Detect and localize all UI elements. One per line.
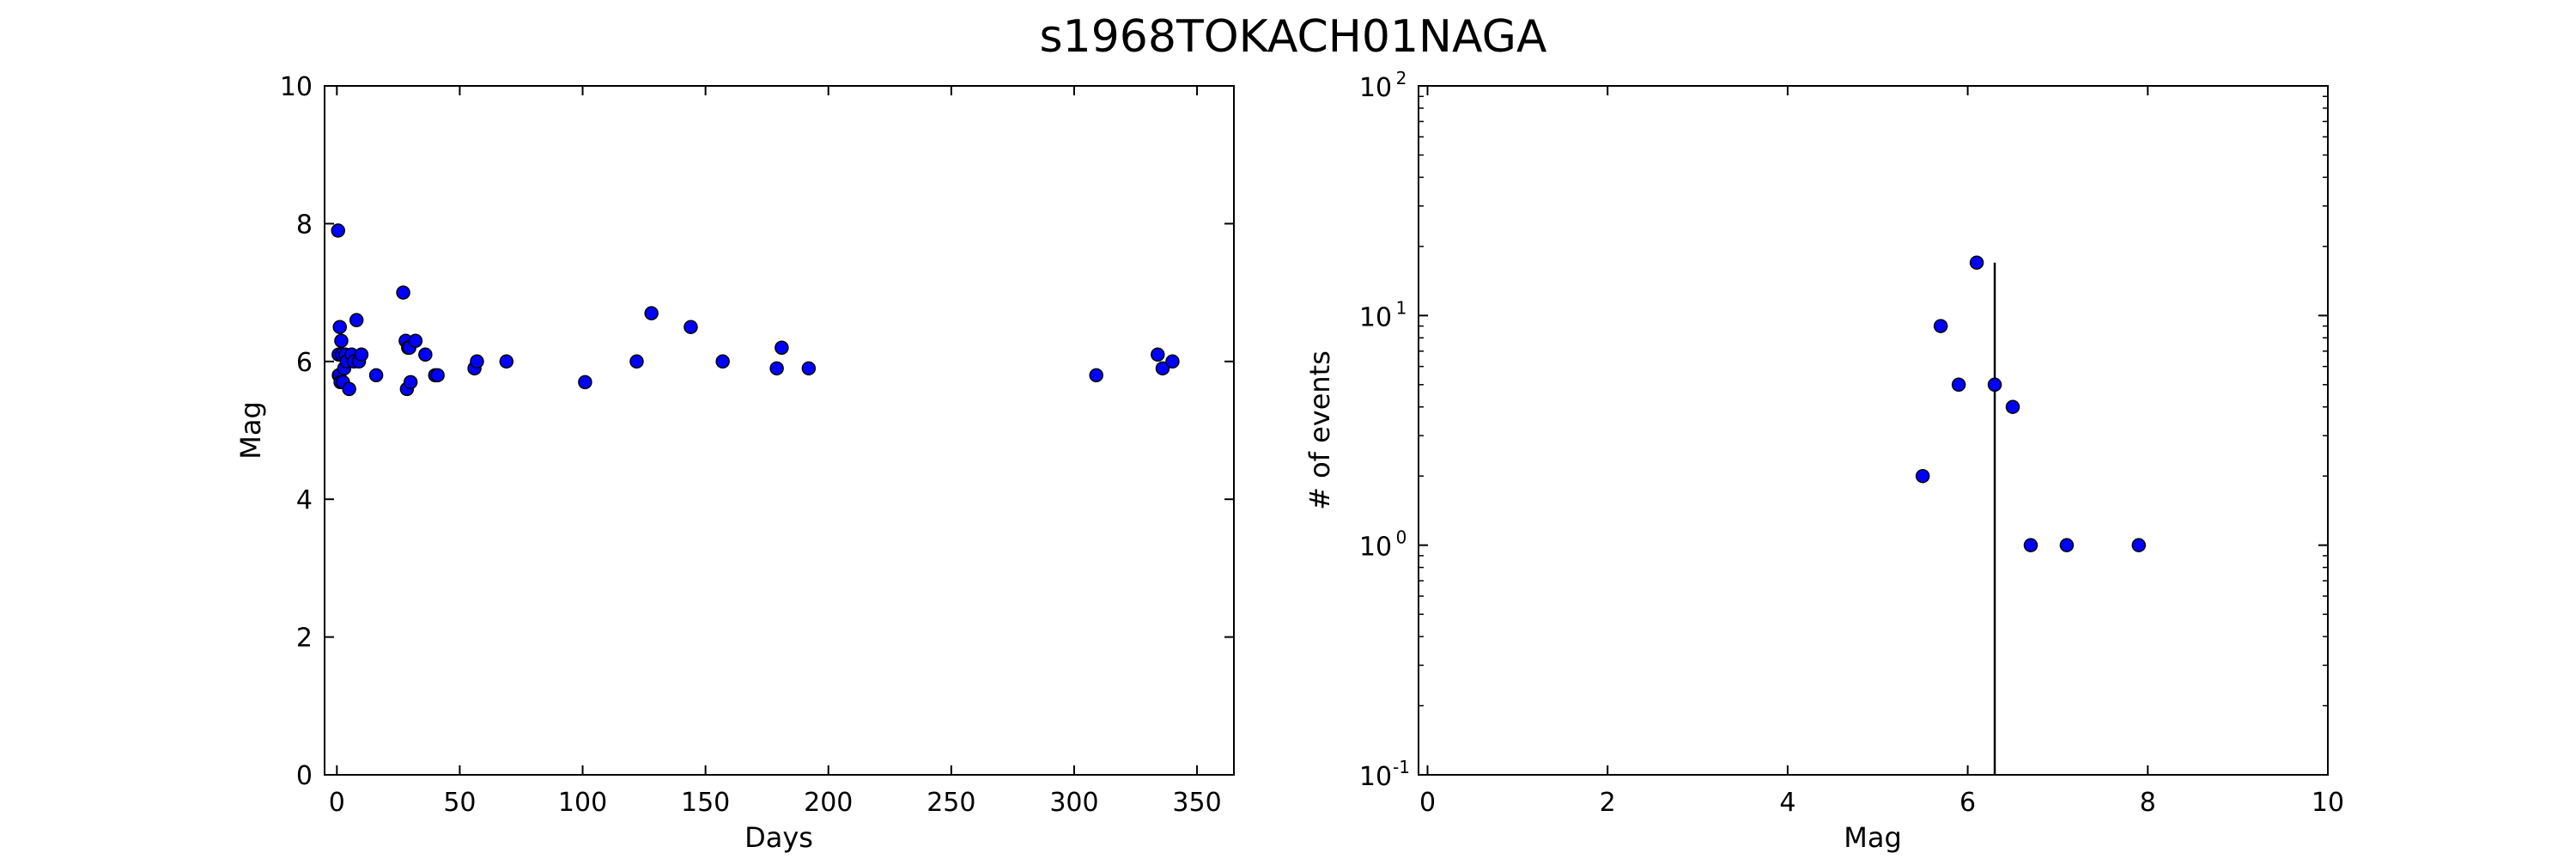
right-y-tick-label: 10 — [1359, 302, 1392, 332]
left-plot: 0 50 100 150 200 250 300 350 0 2 4 6 8 10 Days Mag — [234, 72, 1235, 854]
left-data-point — [408, 333, 423, 348]
left-data-point — [396, 285, 410, 300]
left-data-point — [1089, 368, 1103, 383]
right-data-point — [1987, 377, 2002, 393]
left-y-tick-label: 2 — [296, 624, 313, 654]
left-data-point — [1165, 354, 1180, 369]
right-x-axis-label: Mag — [1844, 821, 1902, 854]
left-x-tick-label: 50 — [443, 788, 476, 818]
right-points — [1915, 255, 2147, 552]
right-data-point — [2131, 538, 2147, 552]
right-y-tick-exponent: 0 — [1396, 527, 1407, 548]
left-data-point — [368, 368, 384, 383]
left-x-tick-label: 350 — [1172, 788, 1221, 818]
right-x-tick-label: 6 — [1959, 788, 1976, 818]
left-data-point — [430, 368, 445, 383]
left-y-tick-label: 4 — [296, 485, 313, 515]
right-data-point — [1933, 319, 1948, 333]
right-data-point — [1915, 468, 1930, 484]
right-y-tick-exponent: -1 — [1393, 757, 1410, 777]
left-x-ticks: 0 50 100 150 200 250 300 350 — [329, 86, 1222, 818]
right-plot-frame — [1418, 85, 2329, 776]
left-data-point — [470, 354, 484, 369]
left-y-axis-label: Mag — [234, 401, 267, 460]
left-x-axis-label: Days — [744, 821, 813, 854]
right-data-point — [1951, 377, 1966, 393]
figure-title: s1968TOKACH01NAGA — [1040, 11, 1547, 63]
left-data-point — [342, 381, 356, 397]
right-x-tick-label: 10 — [2312, 788, 2344, 818]
left-data-point — [332, 320, 347, 334]
left-data-point — [331, 223, 345, 238]
right-data-point — [2023, 538, 2038, 552]
right-y-axis-label: # of events — [1303, 350, 1336, 510]
left-x-tick-label: 100 — [558, 788, 607, 818]
left-data-point — [1151, 347, 1165, 362]
left-x-tick-label: 200 — [804, 788, 853, 818]
left-data-point — [578, 375, 592, 390]
left-x-tick-label: 300 — [1049, 788, 1098, 818]
right-x-tick-label: 4 — [1779, 788, 1795, 818]
left-data-point — [418, 347, 433, 362]
left-y-ticks: 0 2 4 6 8 10 — [280, 72, 1234, 791]
left-data-point — [354, 347, 369, 362]
left-data-point — [769, 361, 784, 376]
left-points — [331, 223, 1180, 397]
right-x-ticks: 0 2 4 6 8 10 — [1419, 86, 2344, 818]
left-y-tick-label: 6 — [296, 348, 313, 378]
left-data-point — [715, 354, 730, 369]
left-data-point — [629, 354, 644, 369]
right-x-tick-label: 0 — [1419, 788, 1436, 818]
left-y-tick-label: 0 — [296, 761, 313, 791]
left-plot-frame — [324, 85, 1235, 776]
right-x-tick-label: 2 — [1600, 788, 1616, 818]
left-x-tick-label: 150 — [681, 788, 730, 818]
left-x-tick-label: 250 — [927, 788, 975, 818]
left-data-point — [499, 354, 514, 369]
left-data-point — [644, 306, 659, 320]
left-data-point — [801, 361, 817, 376]
right-data-point — [2059, 538, 2075, 552]
left-x-tick-label: 0 — [329, 788, 345, 818]
left-data-point — [683, 320, 698, 334]
right-data-point — [2005, 399, 2020, 414]
right-x-tick-label: 8 — [2140, 788, 2156, 818]
left-data-point — [1155, 361, 1170, 376]
right-y-tick-label: 10 — [1359, 762, 1392, 792]
left-data-point — [403, 375, 418, 390]
right-data-point — [1969, 255, 1984, 270]
left-data-point — [334, 333, 349, 348]
right-y-tick-label: 10 — [1359, 533, 1392, 563]
left-data-point — [775, 340, 789, 356]
right-y-tick-exponent: 1 — [1396, 297, 1407, 318]
right-y-tick-exponent: 2 — [1396, 68, 1407, 88]
left-y-tick-label: 8 — [296, 210, 313, 240]
left-y-tick-label: 10 — [280, 72, 313, 102]
left-data-point — [349, 313, 364, 327]
right-y-tick-label: 10 — [1359, 73, 1392, 103]
